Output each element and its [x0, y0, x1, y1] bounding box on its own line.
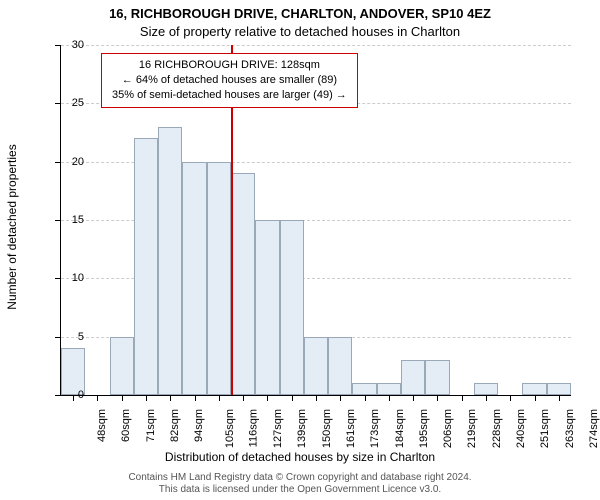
- histogram-bar: [110, 337, 134, 395]
- x-tick-label: 251sqm: [539, 409, 551, 448]
- histogram-bar: [207, 162, 231, 395]
- x-tick: [510, 395, 511, 401]
- x-axis-label: Distribution of detached houses by size …: [0, 450, 600, 464]
- y-tick: [55, 103, 61, 104]
- x-tick: [389, 395, 390, 401]
- footer-line-1: Contains HM Land Registry data © Crown c…: [128, 472, 471, 483]
- x-tick: [267, 395, 268, 401]
- histogram-bar: [231, 173, 255, 395]
- gridline: [61, 45, 571, 46]
- y-tick: [55, 278, 61, 279]
- histogram-bar: [158, 127, 182, 395]
- y-tick-label: 15: [72, 214, 84, 226]
- y-tick: [55, 45, 61, 46]
- y-tick-label: 25: [72, 97, 84, 109]
- y-tick-label: 10: [72, 272, 84, 284]
- y-tick-label: 30: [72, 39, 84, 51]
- footer-attribution: Contains HM Land Registry data © Crown c…: [0, 472, 600, 496]
- y-tick: [55, 395, 61, 396]
- y-tick: [55, 220, 61, 221]
- x-tick-label: 94sqm: [193, 409, 205, 442]
- histogram-bar: [377, 383, 401, 395]
- x-tick-label: 219sqm: [467, 409, 479, 448]
- histogram-bar: [61, 348, 85, 395]
- x-tick-label: 71sqm: [145, 409, 157, 442]
- y-tick: [55, 162, 61, 163]
- info-box: 16 RICHBOROUGH DRIVE: 128sqm← 64% of det…: [101, 53, 358, 108]
- y-tick-label: 0: [78, 389, 84, 401]
- histogram-bar: [522, 383, 546, 395]
- x-tick-label: 274sqm: [588, 409, 600, 448]
- x-tick: [170, 395, 171, 401]
- x-tick-label: 263sqm: [564, 409, 576, 448]
- x-tick: [535, 395, 536, 401]
- y-tick-label: 5: [78, 331, 84, 343]
- x-tick-label: 173sqm: [369, 409, 381, 448]
- info-line-3: 35% of semi-detached houses are larger (…: [112, 88, 347, 103]
- x-tick-label: 139sqm: [297, 409, 309, 448]
- x-tick: [340, 395, 341, 401]
- x-tick: [243, 395, 244, 401]
- x-tick: [146, 395, 147, 401]
- info-line-1: 16 RICHBOROUGH DRIVE: 128sqm: [112, 58, 347, 73]
- histogram-bar: [182, 162, 206, 395]
- x-tick-label: 228sqm: [491, 409, 503, 448]
- histogram-bar: [547, 383, 571, 395]
- x-tick: [559, 395, 560, 401]
- x-tick-label: 206sqm: [442, 409, 454, 448]
- y-tick: [55, 337, 61, 338]
- histogram-bar: [304, 337, 328, 395]
- x-tick-label: 240sqm: [515, 409, 527, 448]
- x-tick: [437, 395, 438, 401]
- footer-line-2: This data is licensed under the Open Gov…: [159, 484, 441, 495]
- chart-container: 16, RICHBOROUGH DRIVE, CHARLTON, ANDOVER…: [0, 0, 600, 500]
- x-tick-label: 60sqm: [120, 409, 132, 442]
- x-tick: [195, 395, 196, 401]
- histogram-bar: [134, 138, 158, 395]
- histogram-bar: [328, 337, 352, 395]
- x-tick: [122, 395, 123, 401]
- x-tick: [413, 395, 414, 401]
- x-tick-label: 105sqm: [224, 409, 236, 448]
- x-tick: [292, 395, 293, 401]
- x-tick-label: 184sqm: [394, 409, 406, 448]
- y-axis-label: Number of detached properties: [5, 144, 19, 309]
- x-tick: [73, 395, 74, 401]
- x-tick: [316, 395, 317, 401]
- x-tick-label: 127sqm: [272, 409, 284, 448]
- info-line-2: ← 64% of detached houses are smaller (89…: [112, 73, 347, 88]
- y-tick-label: 20: [72, 156, 84, 168]
- x-tick: [486, 395, 487, 401]
- x-tick: [219, 395, 220, 401]
- x-tick-label: 195sqm: [418, 409, 430, 448]
- histogram-bar: [255, 220, 279, 395]
- plot-area: 16 RICHBOROUGH DRIVE: 128sqm← 64% of det…: [60, 45, 571, 396]
- chart-title-main: 16, RICHBOROUGH DRIVE, CHARLTON, ANDOVER…: [0, 6, 600, 21]
- x-tick: [365, 395, 366, 401]
- histogram-bar: [425, 360, 449, 395]
- x-tick-label: 150sqm: [321, 409, 333, 448]
- histogram-bar: [280, 220, 304, 395]
- x-tick-label: 48sqm: [96, 409, 108, 442]
- x-tick-label: 82sqm: [169, 409, 181, 442]
- histogram-bar: [352, 383, 376, 395]
- x-tick: [462, 395, 463, 401]
- histogram-bar: [474, 383, 498, 395]
- x-tick: [97, 395, 98, 401]
- x-tick-label: 161sqm: [345, 409, 357, 448]
- x-tick-label: 116sqm: [247, 409, 259, 447]
- chart-title-sub: Size of property relative to detached ho…: [0, 24, 600, 39]
- histogram-bar: [401, 360, 425, 395]
